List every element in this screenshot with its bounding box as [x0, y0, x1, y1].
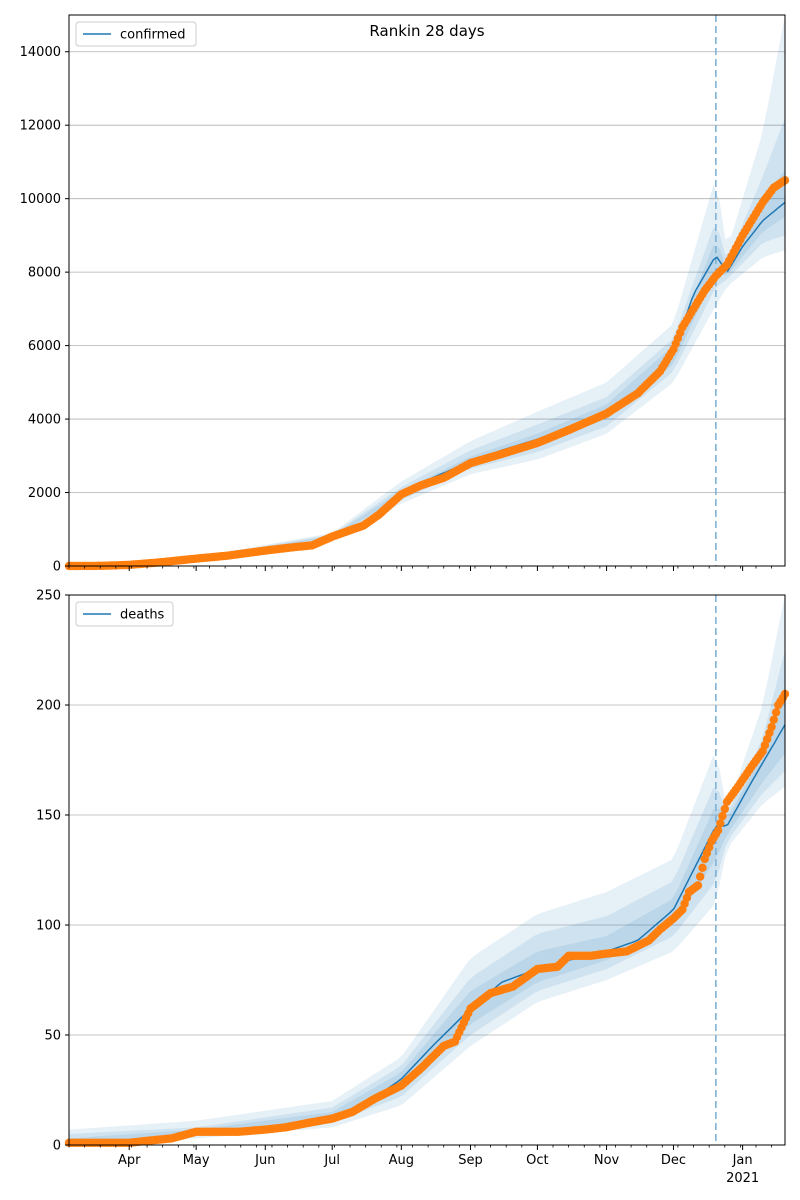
y-tick-label: 100	[36, 919, 61, 934]
confidence-band-1	[69, 650, 785, 1145]
y-tick-label: 12000	[20, 119, 61, 134]
observed-point	[716, 819, 725, 828]
confidence-band-0	[69, 595, 785, 1145]
chart-title: Rankin 28 days	[369, 22, 484, 40]
x-tick-label: Apr	[118, 1153, 141, 1168]
x-tick-label: Jun	[254, 1153, 275, 1168]
y-tick-label: 150	[36, 809, 61, 824]
legend-label: confirmed	[120, 28, 186, 43]
y-tick-label: 14000	[20, 45, 61, 60]
y-tick-label: 2000	[28, 486, 61, 501]
observed-point	[696, 872, 705, 881]
y-tick-label: 10000	[20, 192, 61, 207]
x-tick-label: Jul	[323, 1153, 340, 1168]
y-tick-label: 250	[36, 589, 61, 604]
legend-box	[75, 601, 174, 627]
y-tick-label: 50	[44, 1029, 61, 1044]
plot-frame	[68, 594, 786, 1146]
observed-point	[713, 826, 723, 835]
y-tick-label: 200	[36, 699, 61, 714]
confidence-band-0	[69, 15, 785, 566]
legend-label: deaths	[120, 608, 165, 623]
y-tick-label: 0	[53, 560, 61, 575]
observed-point	[767, 722, 776, 732]
x-tick-label: Aug	[389, 1153, 414, 1168]
x-tick-label: Nov	[594, 1153, 620, 1168]
observed-point	[693, 881, 703, 890]
y-tick-label: 6000	[28, 339, 61, 354]
panel-1: 0 50 100 150 200 250 Apr May Jun Jul Aug Sep Oct Nov D…	[36, 589, 790, 1186]
panel-0: 0 2000 4000 6000 8000 10000 12000 14000 Rankin 2…	[20, 14, 790, 575]
x-tick-label: Oct	[526, 1153, 548, 1168]
y-tick-label: 4000	[28, 413, 61, 428]
legend: confirmed	[75, 21, 197, 47]
confidence-band-1	[69, 117, 785, 567]
confidence-band-2	[69, 694, 785, 1145]
x-tick-label: Dec	[661, 1153, 686, 1168]
legend: deaths	[75, 601, 174, 627]
x-tick-label: May	[183, 1153, 210, 1168]
legend-box	[75, 21, 197, 47]
observed-point	[718, 811, 727, 821]
x-year-label: 2021	[726, 1171, 759, 1186]
observed-point	[769, 715, 778, 724]
x-tick-label: Jan	[732, 1153, 753, 1168]
x-tick-label: Sep	[458, 1153, 483, 1168]
plot-frame	[68, 14, 786, 567]
y-tick-label: 0	[53, 1139, 61, 1154]
observed-point	[720, 804, 729, 814]
observed-point	[771, 708, 781, 717]
observed-point	[698, 863, 707, 872]
y-tick-label: 8000	[28, 266, 61, 281]
